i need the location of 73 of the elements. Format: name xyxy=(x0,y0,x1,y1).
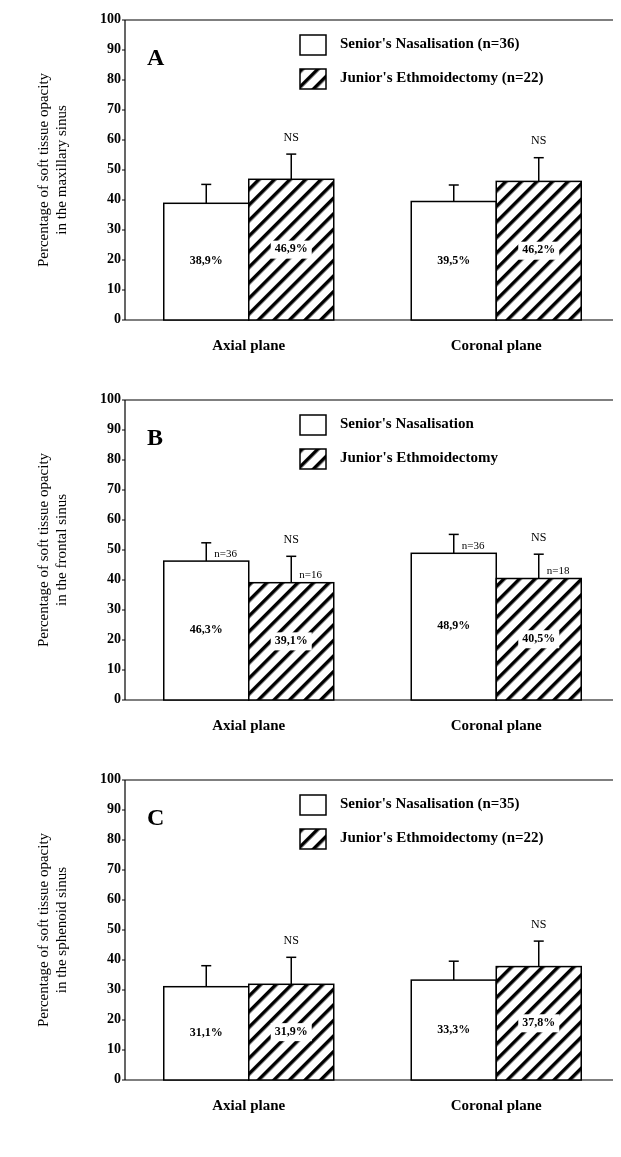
y-tick-label: 60 xyxy=(107,511,121,527)
y-tick-label: 10 xyxy=(107,661,121,677)
annotation: NS xyxy=(531,133,547,148)
x-tick-label: Coronal plane xyxy=(450,717,543,733)
x-tick-label: Axial plane xyxy=(212,1097,286,1113)
y-tick-label: 20 xyxy=(107,1011,121,1027)
legend-label: Senior's Nasalisation xyxy=(340,415,475,432)
y-tick-label: 30 xyxy=(107,981,121,997)
y-tick-label: 70 xyxy=(107,101,121,117)
y-tick-label: 20 xyxy=(107,631,121,647)
y-tick-label: 80 xyxy=(107,451,121,467)
data-label: 40,5% xyxy=(522,631,556,645)
data-label: 46,9% xyxy=(274,241,308,256)
annotation: n=16 xyxy=(299,568,323,581)
data-label: 38,9% xyxy=(189,253,223,268)
y-tick-label: 50 xyxy=(107,541,121,557)
y-tick-label: 0 xyxy=(114,1071,121,1087)
data-label: 39,1% xyxy=(274,633,308,648)
annotation: C xyxy=(147,804,165,830)
y-tick-label: 80 xyxy=(107,831,121,847)
data-label: 31,1% xyxy=(189,1025,223,1040)
y-tick-label: 50 xyxy=(107,921,121,937)
x-tick-label: Coronal plane xyxy=(450,1097,543,1113)
y-tick-label: 100 xyxy=(100,391,121,407)
data-label: 46,3% xyxy=(189,622,223,637)
annotation: B xyxy=(147,424,164,450)
annotation: n=18 xyxy=(546,564,570,577)
x-tick-label: Axial plane xyxy=(212,717,286,733)
y-axis-title: Percentage of soft tissue opacity in the maxillary sinus xyxy=(35,72,69,268)
y-axis-title: Percentage of soft tissue opacity in the sphenoid sinus xyxy=(35,832,69,1028)
data-label: 39,5% xyxy=(437,252,471,267)
y-tick-label: 70 xyxy=(107,481,121,497)
x-tick-label: Axial plane xyxy=(212,337,286,353)
y-tick-label: 80 xyxy=(107,71,121,87)
y-tick-label: 30 xyxy=(107,221,121,237)
x-tick-label: Coronal plane xyxy=(450,337,543,353)
annotation: A xyxy=(147,44,165,70)
annotation: n=36 xyxy=(461,538,485,551)
annotation: NS xyxy=(531,529,547,544)
y-tick-label: 10 xyxy=(107,281,121,297)
y-tick-label: 100 xyxy=(100,771,121,787)
legend-label: Junior's Ethmoidectomy (n=22) xyxy=(340,829,544,847)
legend-label: Junior's Ethmoidectomy xyxy=(340,449,499,466)
data-label: 33,3% xyxy=(437,1021,471,1036)
y-tick-label: 40 xyxy=(107,191,121,207)
annotation: NS xyxy=(531,916,547,931)
legend-label: Senior's Nasalisation (n=36) xyxy=(340,35,520,53)
y-tick-label: 60 xyxy=(107,131,121,147)
annotation: NS xyxy=(283,532,299,547)
annotation: NS xyxy=(283,933,299,948)
y-tick-label: 0 xyxy=(114,311,121,327)
annotation: n=36 xyxy=(214,546,238,559)
data-label: 46,2% xyxy=(522,242,556,257)
y-tick-label: 30 xyxy=(107,601,121,617)
y-tick-label: 90 xyxy=(107,421,121,437)
y-tick-label: 40 xyxy=(107,571,121,587)
y-tick-label: 10 xyxy=(107,1041,121,1057)
y-tick-label: 70 xyxy=(107,861,121,877)
legend-label: Senior's Nasalisation (n=35) xyxy=(340,795,520,813)
y-tick-label: 40 xyxy=(107,951,121,967)
y-tick-label: 0 xyxy=(114,691,121,707)
y-tick-label: 90 xyxy=(107,801,121,817)
y-tick-label: 100 xyxy=(100,11,121,27)
annotation: NS xyxy=(283,129,299,144)
y-axis-title: Percentage of soft tissue opacity in the frontal sinus xyxy=(35,452,69,648)
data-label: 31,9% xyxy=(274,1023,308,1038)
y-tick-label: 50 xyxy=(107,161,121,177)
y-tick-label: 60 xyxy=(107,891,121,907)
legend-label: Junior's Ethmoidectomy (n=22) xyxy=(340,69,544,87)
y-tick-label: 90 xyxy=(107,41,121,57)
data-label: 37,8% xyxy=(522,1015,556,1030)
data-label: 48,9% xyxy=(437,618,471,633)
y-tick-label: 20 xyxy=(107,251,121,267)
